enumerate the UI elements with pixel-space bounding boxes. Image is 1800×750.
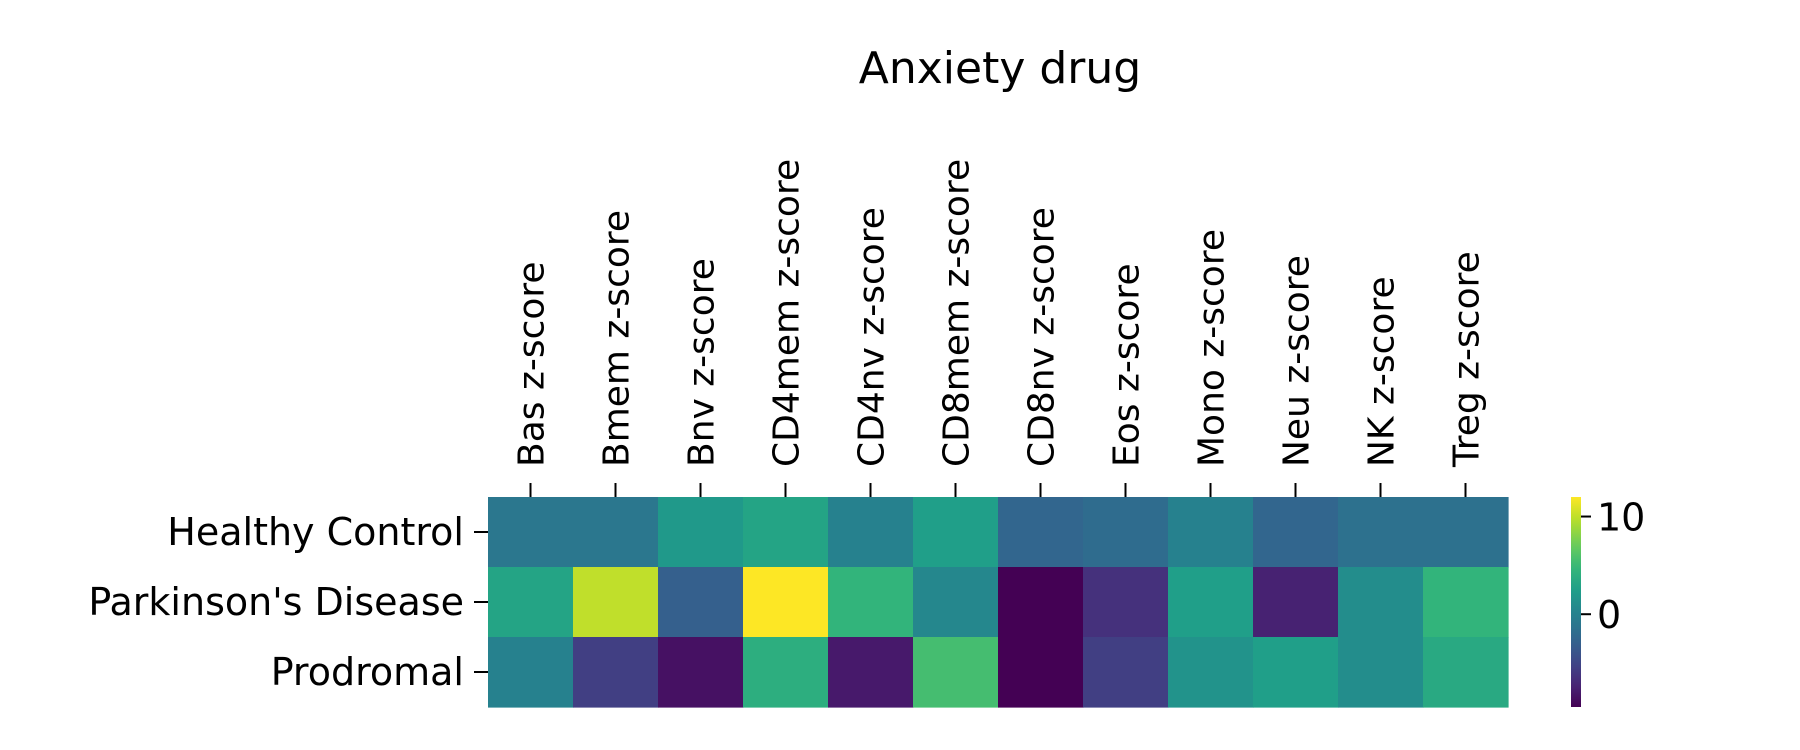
row-label: Prodromal	[271, 650, 464, 694]
heatmap-cell	[828, 497, 914, 568]
heatmap-cell	[1338, 497, 1424, 568]
heatmap-cell	[488, 567, 574, 638]
heatmap-cell	[998, 497, 1084, 568]
heatmap-cell	[658, 567, 744, 638]
heatmap-cell	[828, 567, 914, 638]
column-label: Bnv z-score	[682, 258, 723, 467]
column-label: CD4nv z-score	[852, 207, 893, 467]
heatmap-cell	[913, 637, 999, 708]
heatmap-cell	[1168, 567, 1254, 638]
heatmap-cell	[658, 497, 744, 568]
column-label: Treg z-score	[1447, 251, 1488, 468]
colorbar-tick-label: 10	[1597, 496, 1645, 540]
heatmap-cell	[828, 637, 914, 708]
heatmap-cell	[743, 497, 829, 568]
column-label: Mono z-score	[1192, 229, 1233, 467]
heatmap-cell	[488, 637, 574, 708]
colorbar: 10 0	[1571, 496, 1645, 707]
colorbar-gradient	[1571, 497, 1581, 707]
heatmap-cell	[1338, 567, 1424, 638]
column-label: Bas z-score	[512, 261, 553, 467]
column-label: Eos z-score	[1107, 263, 1148, 467]
heatmap-cell	[1253, 497, 1339, 568]
heatmap-cell	[658, 637, 744, 708]
heatmap-cell	[1338, 637, 1424, 708]
colorbar-tick-label: 0	[1597, 593, 1621, 637]
heatmap-cell	[1423, 497, 1509, 568]
heatmap-cells	[488, 497, 1509, 708]
heatmap-cell	[913, 567, 999, 638]
heatmap-cell	[1083, 637, 1169, 708]
heatmap-cell	[573, 567, 659, 638]
column-label: NK z-score	[1362, 276, 1403, 467]
heatmap-cell	[1423, 637, 1509, 708]
heatmap-cell	[1168, 497, 1254, 568]
heatmap-cell	[913, 497, 999, 568]
column-label: Neu z-score	[1277, 255, 1318, 467]
heatmap-cell	[743, 637, 829, 708]
heatmap-cell	[743, 567, 829, 638]
heatmap-cell	[1083, 567, 1169, 638]
heatmap-cell	[488, 497, 574, 568]
heatmap-cell	[1253, 637, 1339, 708]
row-label: Parkinson's Disease	[88, 580, 464, 624]
heatmap-cell	[998, 567, 1084, 638]
heatmap-cell	[573, 637, 659, 708]
heatmap-cell	[573, 497, 659, 568]
heatmap-cell	[998, 637, 1084, 708]
row-tick-labels: Healthy Control Parkinson's Disease Prodro…	[88, 510, 488, 694]
heatmap-cell	[1253, 567, 1339, 638]
heatmap-cell	[1083, 497, 1169, 568]
column-label: CD8nv z-score	[1022, 207, 1063, 467]
chart-title: Anxiety drug	[859, 43, 1141, 94]
column-label: Bmem z-score	[597, 210, 638, 467]
heatmap-cell	[1423, 567, 1509, 638]
column-label: CD4mem z-score	[767, 159, 808, 467]
column-label: CD8mem z-score	[937, 159, 978, 467]
heatmap-cell	[1168, 637, 1254, 708]
row-label: Healthy Control	[167, 510, 464, 554]
column-tick-labels: Bas z-score Bmem z-score Bnv z-score CD4mem…	[512, 159, 1488, 497]
